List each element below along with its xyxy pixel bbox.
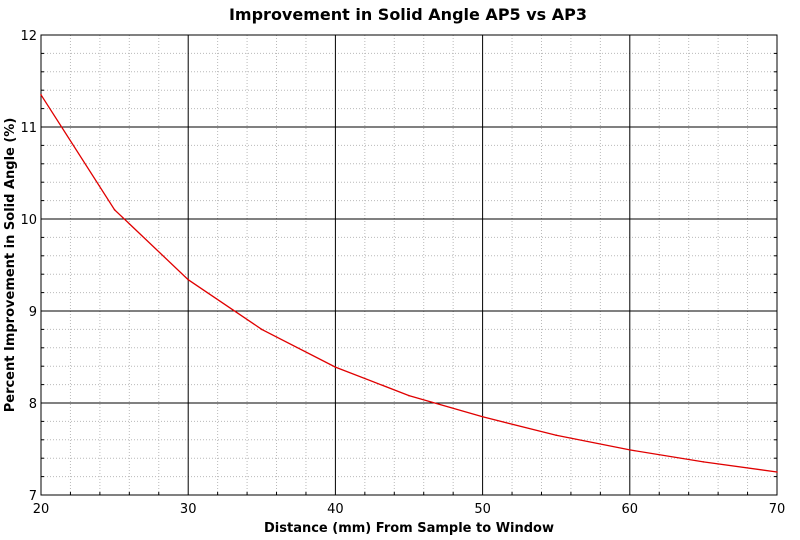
series-layer xyxy=(40,94,778,473)
data-point xyxy=(776,471,778,473)
x-tick-label: 30 xyxy=(180,502,197,517)
x-tick-labels: 20 30 40 50 60 70 xyxy=(33,502,786,517)
data-point xyxy=(555,434,557,437)
y-tick-label: 9 xyxy=(29,305,37,320)
x-tick-label: 70 xyxy=(769,502,786,517)
y-tick-labels: 7 8 9 10 11 12 xyxy=(20,29,37,504)
x-tick-label: 40 xyxy=(327,502,344,517)
data-point xyxy=(113,209,116,211)
y-tick-label: 10 xyxy=(20,213,37,228)
x-tick-label: 50 xyxy=(474,502,491,517)
x-tick-label: 60 xyxy=(622,502,639,517)
data-point xyxy=(187,278,189,281)
data-point xyxy=(261,328,263,331)
data-point xyxy=(702,461,705,463)
x-tick-label: 20 xyxy=(33,502,50,517)
series-line-0 xyxy=(40,94,778,473)
major-gridlines xyxy=(40,34,778,496)
y-tick-label: 8 xyxy=(29,397,37,412)
y-tick-label: 11 xyxy=(20,121,37,136)
minor-gridlines xyxy=(41,35,777,495)
data-point xyxy=(629,449,631,451)
data-point xyxy=(334,366,337,368)
data-point xyxy=(40,94,42,96)
x-axis-label: Distance (mm) From Sample to Window xyxy=(264,521,554,536)
y-tick-label: 7 xyxy=(29,489,37,504)
y-tick-label: 12 xyxy=(20,29,37,44)
data-point xyxy=(408,394,410,397)
chart-title: Improvement in Solid Angle AP5 vs AP3 xyxy=(229,5,587,24)
plot-frame xyxy=(40,34,778,496)
axis-ticks xyxy=(41,52,777,495)
data-point xyxy=(481,416,484,418)
y-axis-label: Percent Improvement in Solid Angle (%) xyxy=(3,118,18,413)
